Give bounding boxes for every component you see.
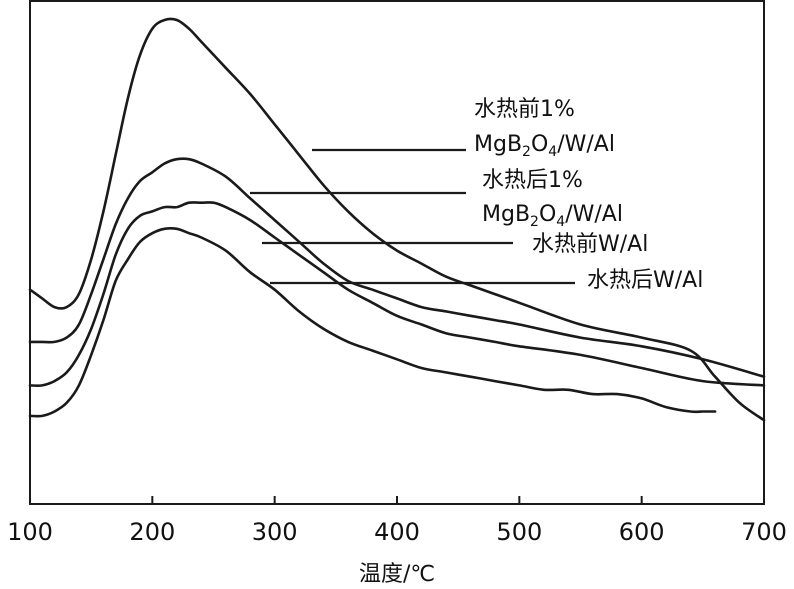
x-tick-label: 600: [619, 518, 665, 546]
series-line-2: [28, 157, 766, 378]
plot-frame: [29, 0, 765, 505]
series-lines: [28, 17, 766, 422]
x-tick-label: 200: [129, 518, 175, 546]
series-line-1: [28, 17, 766, 422]
series-label-2-line1: 水热后1%: [482, 168, 583, 193]
series-label-4: 水热后W/Al: [587, 268, 703, 293]
x-tick-label: 500: [496, 518, 542, 546]
x-axis-label: 温度/℃: [359, 562, 435, 587]
series-annotations: 水热前1%MgB2O4/W/Al水热后1%MgB2O4/W/Al水热前W/Al水…: [250, 97, 703, 293]
series-label-3: 水热前W/Al: [532, 232, 648, 257]
x-tick-label: 100: [7, 518, 53, 546]
x-tick-label: 700: [741, 518, 787, 546]
series-line-3: [28, 201, 766, 388]
x-axis: 100 200 300 400 500 600 700: [7, 496, 787, 546]
x-tick-label: 300: [252, 518, 298, 546]
series-label-1-line2: MgB2O4/W/Al: [474, 132, 615, 160]
series-label-1-line1: 水热前1%: [474, 97, 575, 122]
series-label-2-line2: MgB2O4/W/Al: [482, 202, 623, 230]
x-tick-label: 400: [374, 518, 420, 546]
series-line-4: [28, 226, 717, 418]
